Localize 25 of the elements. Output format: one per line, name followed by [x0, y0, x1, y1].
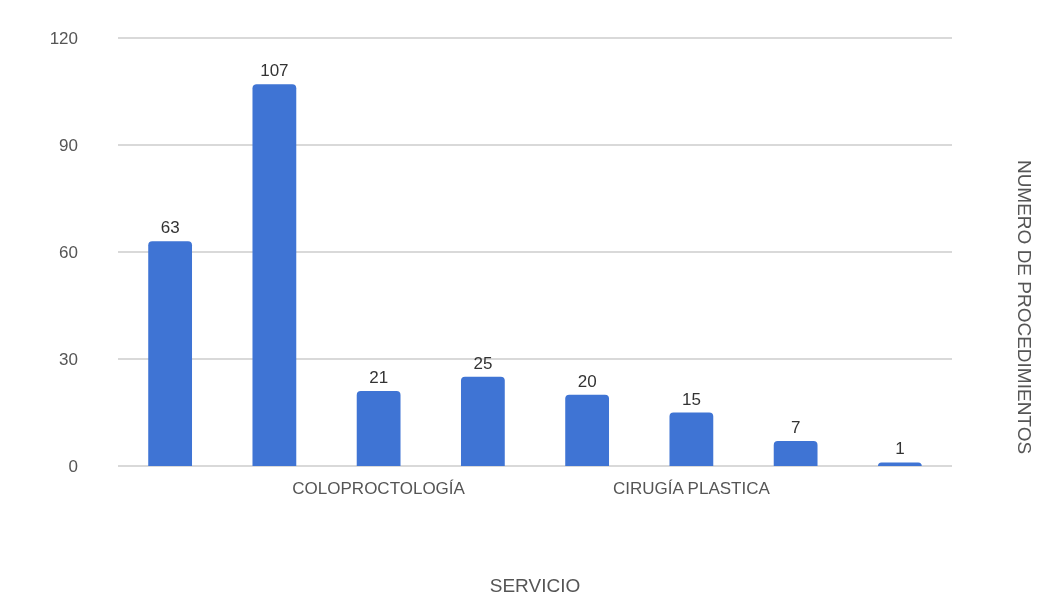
bar [356, 391, 401, 466]
data-label: 15 [681, 389, 701, 409]
data-label: 20 [577, 371, 597, 391]
data-label: 7 [790, 418, 801, 438]
data-label: 21 [369, 368, 389, 388]
bar [877, 462, 922, 466]
data-label: 107 [260, 61, 289, 81]
y-tick-label: 0 [68, 456, 78, 476]
y-tick-label: 30 [59, 349, 78, 369]
y-axis-title: NUMERO DE PROCEDIMIENTOS [1014, 159, 1035, 455]
bar [773, 441, 818, 466]
bar [252, 84, 297, 466]
x-tick-label: COLOPROCTOLOGÍA [292, 479, 466, 498]
y-tick-label: 60 [59, 242, 78, 262]
data-label: 1 [895, 439, 905, 459]
data-label: 25 [473, 353, 493, 373]
data-label: 63 [160, 218, 180, 238]
y-tick-label: 120 [49, 28, 78, 48]
bar [148, 241, 193, 466]
x-axis-title: SERVICIO [489, 575, 581, 596]
y-tick-label: 90 [59, 135, 78, 155]
x-tick-label: CIRUGÍA PLASTICA [612, 479, 771, 498]
bar [460, 376, 505, 466]
bar [669, 412, 714, 466]
bar [565, 394, 610, 466]
